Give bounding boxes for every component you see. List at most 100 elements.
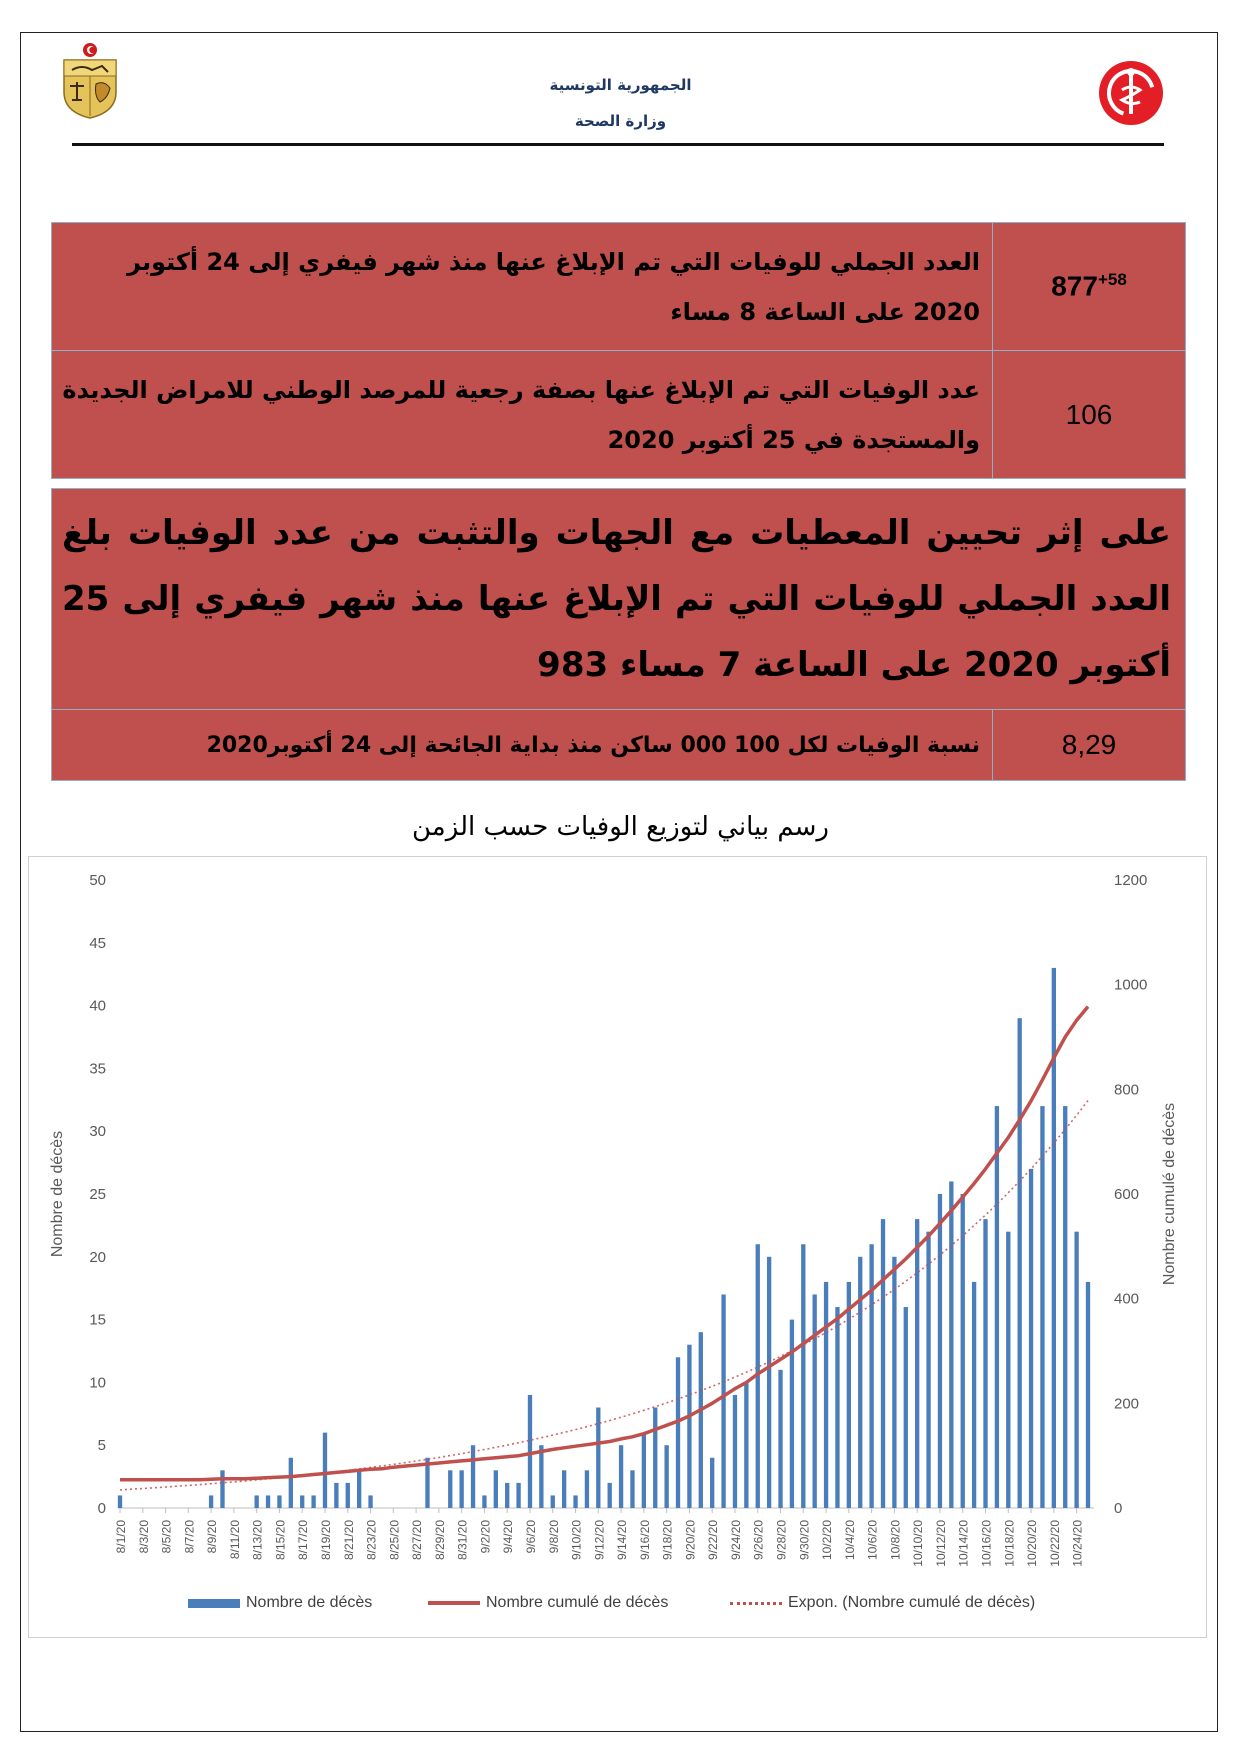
x-tick-label: 8/23/20 <box>365 1520 379 1560</box>
x-tick-label: 10/12/20 <box>934 1520 948 1567</box>
bar-daily-deaths <box>505 1482 510 1508</box>
mortality-rate-row: نسبة الوفيات لكل 100 000 ساكن منذ بداية … <box>51 709 1186 781</box>
bar-daily-deaths <box>254 1495 259 1508</box>
y-tick-label: 0 <box>98 1500 106 1517</box>
x-tick-label: 8/31/20 <box>456 1520 470 1560</box>
x-tick-label: 9/4/20 <box>501 1520 515 1554</box>
bar-daily-deaths <box>789 1319 795 1508</box>
x-tick-label: 8/13/20 <box>251 1520 265 1560</box>
x-tick-label: 8/27/20 <box>410 1520 424 1560</box>
y2-tick-label: 400 <box>1114 1291 1139 1308</box>
bar-daily-deaths <box>960 1194 965 1508</box>
summary-table-bottom: على إثر تحيين المعطيات مع الجهات والتثبت… <box>51 488 1186 781</box>
legend-item-daily: Nombre de décès <box>188 1594 372 1612</box>
x-tick-label: 8/7/20 <box>182 1520 196 1554</box>
x-tick-label: 9/16/20 <box>638 1520 652 1560</box>
ministry-title: وزارة الصحة <box>574 112 667 130</box>
x-tick-label: 8/21/20 <box>342 1520 356 1560</box>
bar-daily-deaths <box>607 1482 612 1508</box>
y2-tick-label: 0 <box>1114 1500 1122 1517</box>
bar-daily-deaths <box>926 1231 931 1508</box>
legend-item-cumulative: Nombre cumulé de décès <box>428 1594 668 1612</box>
y2-tick-label: 800 <box>1114 1081 1139 1098</box>
bar-daily-deaths <box>949 1181 954 1508</box>
bar-daily-deaths <box>1063 1106 1068 1508</box>
bar-daily-deaths <box>880 1219 886 1508</box>
bar-daily-deaths <box>288 1457 293 1508</box>
bar-daily-deaths <box>983 1219 988 1508</box>
bar-daily-deaths <box>732 1394 738 1508</box>
x-tick-label: 9/24/20 <box>729 1520 743 1560</box>
y-tick-label: 40 <box>89 998 106 1015</box>
bar-daily-deaths <box>527 1394 533 1508</box>
x-tick-label: 10/10/20 <box>911 1520 925 1567</box>
total-deaths-number: 877 <box>1051 270 1098 302</box>
bar-daily-deaths <box>448 1470 453 1508</box>
bar-daily-deaths <box>1028 1168 1034 1508</box>
x-tick-label: 9/12/20 <box>592 1520 606 1560</box>
bar-daily-deaths <box>653 1407 658 1508</box>
y-tick-label: 50 <box>89 872 106 889</box>
retroactive-deaths-row: عدد الوفيات التي تم الإبلاغ عنها بصفة رج… <box>51 350 1186 479</box>
x-tick-label: 9/30/20 <box>797 1520 811 1560</box>
bar-daily-deaths <box>368 1495 373 1508</box>
x-tick-label: 10/22/20 <box>1048 1520 1062 1567</box>
bar-daily-deaths <box>801 1244 806 1508</box>
x-tick-label: 9/10/20 <box>570 1520 584 1560</box>
bar-daily-deaths <box>1074 1231 1079 1508</box>
bar-daily-deaths <box>971 1281 977 1508</box>
bar-daily-deaths <box>550 1495 555 1508</box>
bar-daily-deaths <box>345 1482 350 1508</box>
bar-daily-deaths <box>744 1382 749 1508</box>
total-deaths-label: العدد الجملي للوفيات التي تم الإبلاغ عنه… <box>51 222 993 351</box>
bar-daily-deaths <box>117 1495 123 1508</box>
x-tick-label: 9/28/20 <box>775 1520 789 1560</box>
legend-swatch-bar <box>188 1598 240 1608</box>
bar-daily-deaths <box>539 1445 544 1508</box>
y-tick-label: 10 <box>89 1374 106 1391</box>
bar-daily-deaths <box>573 1495 578 1508</box>
y2-tick-label: 1000 <box>1114 977 1147 994</box>
x-tick-label: 9/6/20 <box>524 1520 538 1554</box>
y2-tick-label: 200 <box>1114 1395 1139 1412</box>
bar-daily-deaths <box>710 1457 715 1508</box>
y2-tick-label: 1200 <box>1114 872 1147 889</box>
line-exponential-trend <box>119 1100 1089 1491</box>
bar-daily-deaths <box>698 1332 703 1508</box>
coat-of-arms-icon <box>63 43 117 119</box>
legend-item-trend: Expon. (Nombre cumulé de décès) <box>730 1594 1035 1612</box>
line-cumulative-deaths <box>120 1005 1090 1482</box>
x-tick-label: 10/6/20 <box>866 1520 880 1560</box>
x-tick-label: 9/26/20 <box>752 1520 766 1560</box>
bar-daily-deaths <box>937 1194 943 1508</box>
bar-daily-deaths <box>869 1244 874 1508</box>
x-tick-label: 10/18/20 <box>1002 1520 1016 1567</box>
mortality-rate-value: 8,29 <box>992 709 1186 781</box>
updated-total-text: على إثر تحيين المعطيات مع الجهات والتثبت… <box>51 488 1186 710</box>
bar-daily-deaths <box>356 1470 362 1508</box>
y-tick-label: 30 <box>89 1123 106 1140</box>
bar-daily-deaths <box>687 1344 692 1508</box>
bar-daily-deaths <box>994 1106 1000 1508</box>
bar-daily-deaths <box>1006 1231 1011 1508</box>
bar-daily-deaths <box>493 1470 498 1508</box>
bar-daily-deaths <box>675 1357 681 1508</box>
x-tick-label: 10/16/20 <box>980 1520 994 1567</box>
x-tick-label: 9/18/20 <box>661 1520 675 1560</box>
y-tick-label: 25 <box>89 1186 106 1203</box>
x-tick-label: 8/1/20 <box>114 1520 128 1554</box>
bar-daily-deaths <box>311 1495 316 1508</box>
x-tick-label: 8/11/20 <box>228 1520 242 1559</box>
bar-daily-deaths <box>1040 1106 1045 1508</box>
bar-daily-deaths <box>220 1470 225 1508</box>
chart-title: رسم بياني لتوزيع الوفيات حسب الزمن <box>412 812 829 842</box>
x-tick-label: 10/14/20 <box>957 1520 971 1567</box>
bar-daily-deaths <box>459 1470 464 1508</box>
x-tick-label: 8/17/20 <box>296 1520 310 1560</box>
x-tick-label: 9/14/20 <box>615 1520 629 1560</box>
retroactive-deaths-label: عدد الوفيات التي تم الإبلاغ عنها بصفة رج… <box>51 350 993 479</box>
x-tick-label: 10/24/20 <box>1071 1520 1085 1567</box>
updated-total-row: على إثر تحيين المعطيات مع الجهات والتثبت… <box>51 488 1186 710</box>
y2-tick-label: 600 <box>1114 1186 1139 1203</box>
